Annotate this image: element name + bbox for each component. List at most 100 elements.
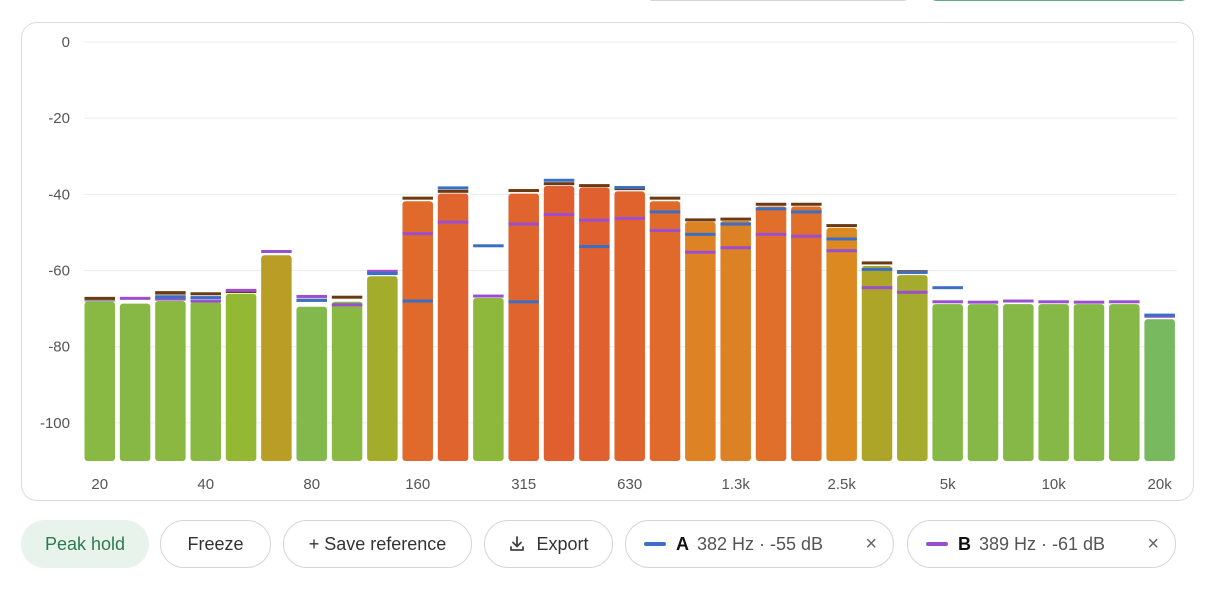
cursor-a-mark-16 [649, 210, 681, 214]
cursor-b-pill[interactable]: B 389 Hz · -61 dB × [907, 520, 1176, 568]
cursor-b-mark-20 [791, 234, 822, 238]
cursor-b-mark-28 [1073, 300, 1105, 304]
peak-hold-mark-19 [755, 202, 787, 206]
cursor-b-mark-18 [720, 246, 751, 250]
cursor-a-mark-14 [579, 245, 610, 249]
peak-hold-mark-9 [402, 196, 433, 200]
x-tick-label-5: 630 [617, 476, 642, 493]
peak-hold-mark-16 [649, 196, 681, 200]
cursor-a-mark-9 [402, 299, 433, 303]
cursor-b-mark-1 [119, 296, 151, 300]
save-reference-button[interactable]: + Save reference [283, 520, 472, 568]
cursor-a-pill[interactable]: A 382 Hz · -55 dB × [625, 520, 894, 568]
spectrum-bar-15 [614, 191, 645, 462]
spectrum-bar-6 [296, 306, 327, 461]
cursor-a-mark-30 [1144, 313, 1175, 317]
cursor-a-letter: A [676, 533, 689, 554]
cursor-b-mark-4 [225, 288, 257, 292]
spectrum-bar-26 [1003, 304, 1034, 461]
cursor-b-mark-23 [897, 290, 928, 294]
spectrum-bar-28 [1073, 304, 1105, 461]
x-tick-label-7: 2.5k [828, 476, 857, 493]
peak-hold-mark-17 [685, 218, 716, 222]
spectrum-bar-5 [261, 255, 292, 461]
cursor-b-mark-24 [932, 300, 963, 304]
cursor-a-mark-15 [614, 186, 645, 190]
close-cursor-b-icon[interactable]: × [1147, 533, 1159, 555]
spectrum-bar-18 [720, 221, 751, 461]
cursor-b-mark-13 [543, 213, 575, 217]
cursor-a-line-icon [644, 542, 666, 546]
cursor-a-mark-13 [543, 178, 575, 182]
freeze-label: Freeze [187, 533, 244, 554]
cursor-b-line-icon [926, 542, 948, 546]
spectrum-bar-17 [685, 221, 716, 461]
x-tick-label-8: 5k [940, 476, 956, 493]
cursor-b-mark-14 [579, 218, 610, 222]
y-tick-label-2: -40 [48, 186, 70, 203]
cursor-b-mark-15 [614, 216, 645, 220]
cursor-a-value: 382 Hz · -55 dB [697, 533, 824, 554]
x-tick-label-2: 80 [303, 476, 320, 493]
peak-hold-button[interactable]: Peak hold [21, 520, 149, 568]
cursor-a-mark-2 [155, 295, 186, 299]
close-cursor-a-icon[interactable]: × [865, 533, 877, 555]
spectrum-bar-14 [579, 187, 610, 462]
spectrum-bar-21 [826, 227, 857, 461]
cursor-b-mark-10 [437, 220, 469, 224]
cursor-a-mark-12 [508, 300, 539, 304]
cursor-b-letter: B [958, 533, 971, 554]
spectrum-bar-3 [190, 301, 221, 461]
download-icon [510, 536, 525, 551]
cursor-b-mark-12 [508, 222, 539, 226]
spectrum-bar-27 [1038, 304, 1069, 461]
cursor-a-mark-3 [190, 296, 221, 300]
cursor-b-mark-29 [1109, 300, 1140, 304]
x-tick-label-1: 40 [197, 476, 214, 493]
cursor-b-mark-21 [826, 249, 857, 253]
spectrum-bar-7 [331, 301, 363, 461]
cursor-a-mark-18 [720, 222, 751, 226]
cursor-b-mark-9 [402, 232, 433, 236]
x-tick-label-10: 20k [1148, 476, 1173, 493]
top-control-pill-right[interactable] [930, 0, 1188, 1]
cursor-a-mark-22 [861, 267, 893, 271]
cursor-b-mark-3 [190, 299, 221, 303]
spectrum-bar-1 [119, 303, 151, 461]
spectrum-bar-22 [861, 265, 893, 461]
peak-hold-mark-18 [720, 217, 751, 221]
spectrum-bar-16 [649, 201, 681, 461]
cursor-b-mark-16 [649, 229, 681, 233]
cursor-b-mark-25 [967, 300, 999, 304]
x-tick-label-6: 1.3k [722, 476, 751, 493]
peak-hold-label: Peak hold [44, 533, 126, 554]
cursor-b-mark-19 [755, 232, 787, 236]
spectrum-bar-2 [155, 301, 186, 461]
export-label: Export [536, 533, 589, 554]
peak-hold-mark-21 [826, 224, 857, 228]
spectrum-bar-4 [225, 293, 257, 461]
export-button[interactable]: Export [484, 520, 613, 568]
freeze-button[interactable]: Freeze [160, 520, 271, 568]
cursor-b-mark-11 [473, 294, 504, 298]
cursor-b-mark-8 [367, 269, 398, 273]
y-tick-label-1: -20 [48, 110, 70, 127]
peak-hold-mark-7 [331, 295, 363, 299]
peak-hold-mark-14 [579, 184, 610, 188]
peak-hold-mark-10 [437, 189, 469, 193]
top-control-pill-left[interactable] [646, 0, 910, 1]
spectrum-bar-29 [1109, 304, 1140, 461]
x-tick-label-4: 315 [511, 476, 536, 493]
spectrum-bar-13 [543, 185, 575, 461]
cursor-b-mark-2 [155, 297, 186, 301]
cursor-a-mark-19 [755, 207, 787, 211]
cursor-b-mark-5 [261, 250, 292, 253]
spectrum-bar-0 [84, 301, 115, 461]
spectrum-bar-24 [932, 304, 963, 461]
spectrum-bar-19 [755, 206, 787, 461]
peak-hold-mark-22 [861, 261, 893, 265]
cursor-a-mark-23 [897, 270, 928, 274]
save-reference-label: + Save reference [308, 533, 447, 554]
cursor-a-mark-6 [296, 298, 327, 302]
cursor-a-mark-24 [932, 286, 963, 290]
